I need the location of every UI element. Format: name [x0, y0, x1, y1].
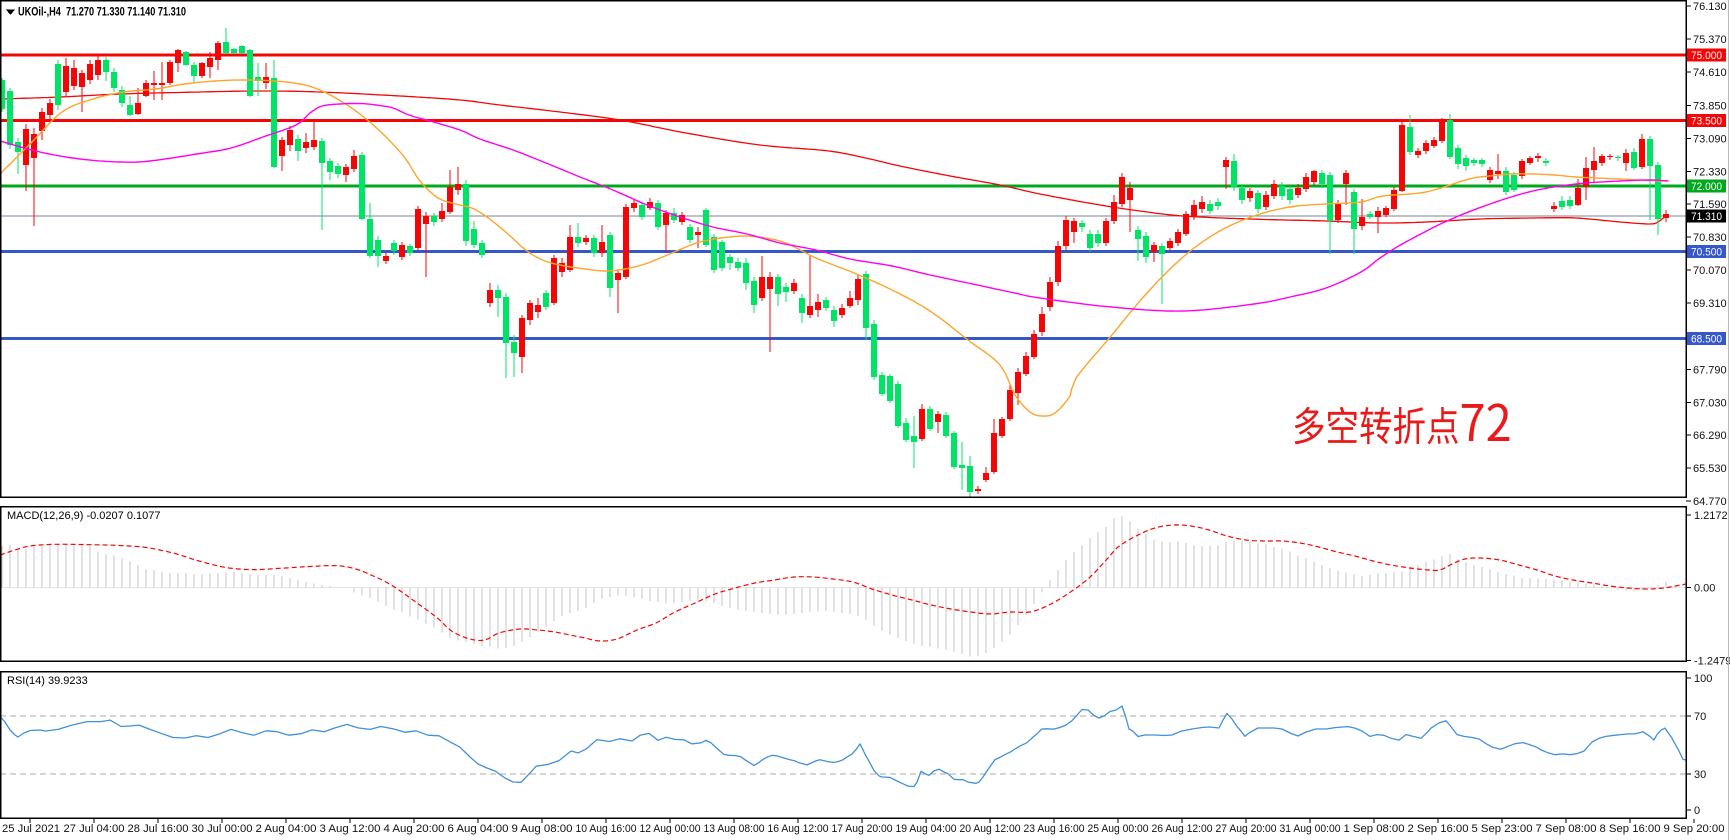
svg-text:70.500: 70.500	[1691, 246, 1722, 258]
svg-text:9 Aug 08:00: 9 Aug 08:00	[512, 823, 573, 835]
svg-text:65.530: 65.530	[1693, 463, 1727, 475]
svg-text:64.770: 64.770	[1693, 496, 1727, 508]
svg-text:76.130: 76.130	[1693, 1, 1727, 13]
svg-text:73.850: 73.850	[1693, 100, 1727, 112]
svg-text:8 Sep 16:00: 8 Sep 16:00	[1600, 823, 1661, 835]
svg-text:70.070: 70.070	[1693, 265, 1727, 277]
svg-text:30 Jul 00:00: 30 Jul 00:00	[192, 823, 253, 835]
svg-text:2 Aug 04:00: 2 Aug 04:00	[256, 823, 317, 835]
svg-text:27 Aug 20:00: 27 Aug 20:00	[1216, 823, 1277, 835]
svg-text:10 Aug 16:00: 10 Aug 16:00	[576, 823, 637, 835]
svg-text:2 Sep 16:00: 2 Sep 16:00	[1408, 823, 1469, 835]
svg-text:72.330: 72.330	[1693, 167, 1727, 179]
svg-text:9 Sep 20:00: 9 Sep 20:00	[1664, 823, 1725, 835]
svg-text:69.310: 69.310	[1693, 298, 1727, 310]
svg-text:31 Aug 00:00: 31 Aug 00:00	[1280, 823, 1341, 835]
svg-text:17 Aug 20:00: 17 Aug 20:00	[832, 823, 893, 835]
svg-text:73.500: 73.500	[1691, 116, 1722, 128]
svg-text:70.830: 70.830	[1693, 232, 1727, 244]
svg-text:1.2172: 1.2172	[1694, 510, 1728, 522]
svg-text:13 Aug 08:00: 13 Aug 08:00	[704, 823, 765, 835]
svg-text:6 Aug 04:00: 6 Aug 04:00	[448, 823, 509, 835]
svg-text:26 Aug 12:00: 26 Aug 12:00	[1152, 823, 1213, 835]
svg-text:67.030: 67.030	[1693, 398, 1727, 410]
svg-text:-1.2479: -1.2479	[1694, 655, 1730, 667]
svg-text:1 Sep 08:00: 1 Sep 08:00	[1344, 823, 1405, 835]
svg-text:66.290: 66.290	[1693, 430, 1727, 442]
svg-text:73.090: 73.090	[1693, 133, 1727, 145]
svg-text:27 Jul 04:00: 27 Jul 04:00	[64, 823, 125, 835]
svg-text:68.500: 68.500	[1691, 334, 1722, 346]
svg-text:71.310: 71.310	[1691, 211, 1722, 223]
svg-text:25 Jul 2021: 25 Jul 2021	[2, 823, 60, 835]
svg-text:71.590: 71.590	[1693, 199, 1727, 211]
svg-text:25 Aug 00:00: 25 Aug 00:00	[1088, 823, 1149, 835]
svg-text:70: 70	[1694, 711, 1706, 723]
svg-text:0: 0	[1694, 805, 1700, 817]
svg-text:100: 100	[1694, 673, 1712, 685]
svg-text:12 Aug 00:00: 12 Aug 00:00	[640, 823, 701, 835]
svg-text:0.00: 0.00	[1694, 582, 1715, 594]
svg-text:16 Aug 12:00: 16 Aug 12:00	[768, 823, 829, 835]
svg-text:28 Jul 16:00: 28 Jul 16:00	[128, 823, 189, 835]
svg-text:74.610: 74.610	[1693, 67, 1727, 79]
svg-text:19 Aug 04:00: 19 Aug 04:00	[896, 823, 957, 835]
svg-text:23 Aug 16:00: 23 Aug 16:00	[1024, 823, 1085, 835]
svg-text:30: 30	[1694, 769, 1706, 781]
svg-text:72.000: 72.000	[1691, 181, 1722, 193]
svg-text:MACD(12,26,9) -0.0207 0.1077: MACD(12,26,9) -0.0207 0.1077	[7, 510, 160, 522]
svg-text:3 Aug 12:00: 3 Aug 12:00	[320, 823, 381, 835]
svg-text:4 Aug 20:00: 4 Aug 20:00	[384, 823, 445, 835]
svg-text:75.370: 75.370	[1693, 34, 1727, 46]
svg-text:20 Aug 12:00: 20 Aug 12:00	[960, 823, 1021, 835]
svg-text:75.000: 75.000	[1691, 50, 1722, 62]
svg-text:7 Sep 08:00: 7 Sep 08:00	[1536, 823, 1597, 835]
svg-text:67.790: 67.790	[1693, 365, 1727, 377]
svg-text:5 Sep 23:00: 5 Sep 23:00	[1472, 823, 1533, 835]
svg-text:RSI(14) 39.9233: RSI(14) 39.9233	[7, 675, 88, 687]
svg-text:UKOil-,H4 71.270 71.330 71.14: UKOil-,H4 71.270 71.330 71.140 71.310	[18, 7, 186, 19]
